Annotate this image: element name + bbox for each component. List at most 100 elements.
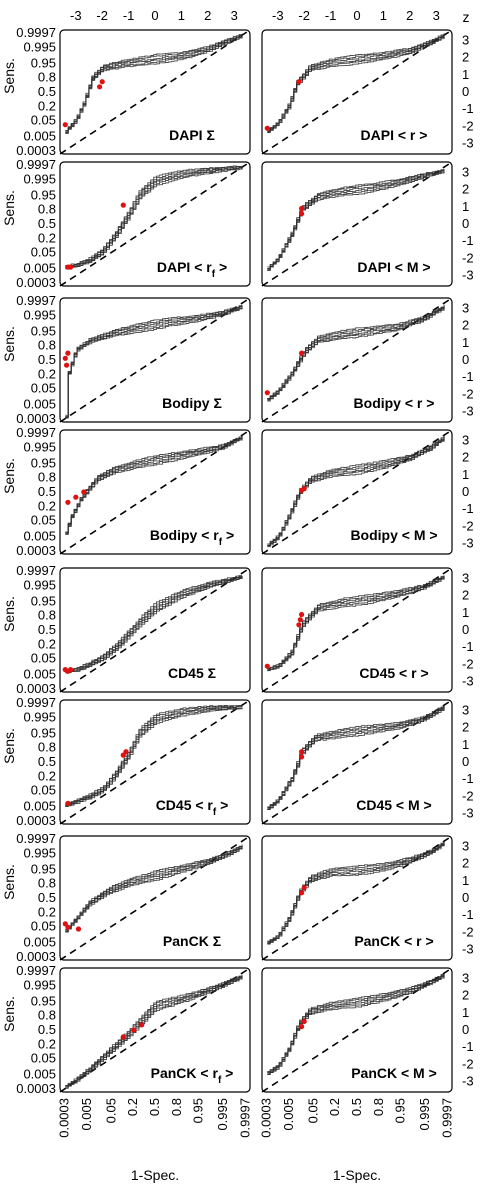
y-tick-label: 0.995 [23, 710, 56, 725]
z-tick-label-right: 3 [462, 570, 469, 585]
y-tick-label: 0.95 [31, 56, 56, 71]
roc-trace [65, 577, 243, 674]
z-tick-label-top: 3 [433, 8, 440, 23]
z-tick-label-right: 0 [462, 84, 469, 99]
panel-frame [59, 967, 251, 1093]
z-tick-label-right: -2 [462, 656, 474, 671]
z-tick-label-right: 1 [462, 605, 469, 620]
roc-trace [267, 841, 445, 942]
z-tick-label-right: -2 [462, 924, 474, 939]
z-tick-label-right: -1 [462, 1039, 474, 1054]
roc-traces [267, 841, 445, 945]
x-tick-label: 0.05 [306, 1098, 321, 1123]
y-tick-label: 0.5 [38, 622, 56, 637]
y-tick-label: 0.8 [38, 740, 56, 755]
panel-8: CD45 Σ 0.99970.9950.950.80.50.20.050.0050… [1, 563, 251, 696]
z-tick-label-right: -2 [462, 386, 474, 401]
operating-point-marker [81, 489, 87, 495]
panel-12: PanCK Σ 0.99970.9950.950.80.50.20.050.005… [1, 831, 251, 964]
x-tick-label: 0.05 [104, 1098, 119, 1123]
x-tick-label: 0.005 [281, 1098, 296, 1131]
z-tick-label-right: 3 [462, 702, 469, 717]
z-tick-label-top: -1 [325, 8, 337, 23]
operating-point-marker [299, 211, 305, 217]
operating-point-marker [65, 800, 71, 806]
panel-title-main: Bodipy < r > [354, 395, 435, 411]
z-tick-label-right: -3 [462, 1074, 474, 1089]
x-tick-label: 0.95 [190, 1098, 205, 1123]
chance-diagonal [261, 429, 453, 555]
y-tick-label: 0.05 [31, 380, 56, 395]
panel-title: CD45 Σ [168, 665, 216, 681]
operating-point-marker [299, 890, 305, 896]
operating-point-marker [301, 885, 307, 891]
roc-trace [267, 171, 445, 271]
y-tick-label: 0.995 [23, 578, 56, 593]
operating-point-marker [68, 264, 74, 270]
z-tick-label-right: -1 [462, 369, 474, 384]
chance-diagonal [59, 567, 251, 693]
panel-9: CD45 < r > 3 2 1 0 -1 -2 -3 [261, 567, 474, 693]
y-tick-label: 0.2 [38, 231, 56, 246]
panel-title: DAPI Σ [169, 127, 215, 143]
panel-title-main: Bodipy < M > [350, 527, 437, 543]
y-tick-label: 0.05 [31, 918, 56, 933]
y-axis-label: Sens. [1, 190, 17, 226]
panel-title: PanCK < rf > [151, 1065, 234, 1086]
panel-title-main: PanCK < M > [351, 1065, 437, 1081]
z-tick-label-right: 2 [462, 856, 469, 871]
roc-trace [65, 165, 243, 266]
z-tick-label-right: 3 [462, 970, 469, 985]
chance-diagonal [59, 29, 251, 155]
panel-title: PanCK < M > [351, 1065, 437, 1081]
z-tick-label-right: 2 [462, 318, 469, 333]
y-tick-label: 0.5 [38, 1022, 56, 1037]
panel-title-main: DAPI < r [157, 259, 212, 275]
y-tick-label: 0.5 [38, 754, 56, 769]
x-tick-label: 0.9997 [238, 1098, 253, 1138]
operating-point-marker [264, 390, 270, 396]
y-tick-label: 0.5 [38, 484, 56, 499]
z-tick-label-right: -1 [462, 501, 474, 516]
panel-13: PanCK < r > 3 2 1 0 -1 -2 -3 [261, 835, 474, 961]
chance-diagonal [261, 297, 453, 423]
z-tick-label-right: -1 [462, 639, 474, 654]
y-tick-label: 0.995 [23, 308, 56, 323]
y-tick-label: 0.995 [23, 172, 56, 187]
chance-diagonal [261, 835, 453, 961]
roc-traces [65, 574, 243, 674]
y-tick-label: 0.95 [31, 456, 56, 471]
z-tick-label-right: -3 [462, 404, 474, 419]
panel-frame [59, 835, 251, 961]
roc-trace [267, 841, 445, 943]
roc-trace [267, 575, 445, 670]
y-tick-label: 0.005 [23, 1066, 56, 1081]
y-tick-label: 0.9997 [16, 831, 56, 846]
y-tick-label: 0.8 [38, 1008, 56, 1023]
z-tick-label-right: -1 [462, 771, 474, 786]
z-tick-label-right: 0 [462, 216, 469, 231]
operating-point-marker [299, 205, 305, 212]
y-tick-label: 0.95 [31, 324, 56, 339]
operating-point-marker [65, 499, 71, 505]
y-tick-label: 0.0003 [16, 543, 56, 558]
y-tick-label: 0.5 [38, 890, 56, 905]
panel-title-main: DAPI < M > [357, 259, 430, 275]
panel-title-main: CD45 Σ [168, 665, 216, 681]
z-tick-label-right: 1 [462, 67, 469, 82]
operating-point-marker [297, 617, 303, 623]
y-tick-label: 0.8 [38, 470, 56, 485]
roc-trace [65, 307, 243, 418]
panel-title-main: Bodipy Σ [162, 395, 222, 411]
z-tick-label-right: 3 [462, 164, 469, 179]
z-tick-label-right: 0 [462, 1022, 469, 1037]
panel-frame [261, 567, 453, 693]
y-tick-label: 0.8 [38, 338, 56, 353]
x-tick-label: 0.5 [147, 1098, 162, 1116]
y-axis-label: Sens. [1, 996, 17, 1032]
roc-trace [65, 577, 243, 673]
z-tick-label-right: -3 [462, 674, 474, 689]
roc-traces [267, 33, 445, 134]
z-tick-label-right: -2 [462, 118, 474, 133]
y-tick-label: 0.5 [38, 216, 56, 231]
